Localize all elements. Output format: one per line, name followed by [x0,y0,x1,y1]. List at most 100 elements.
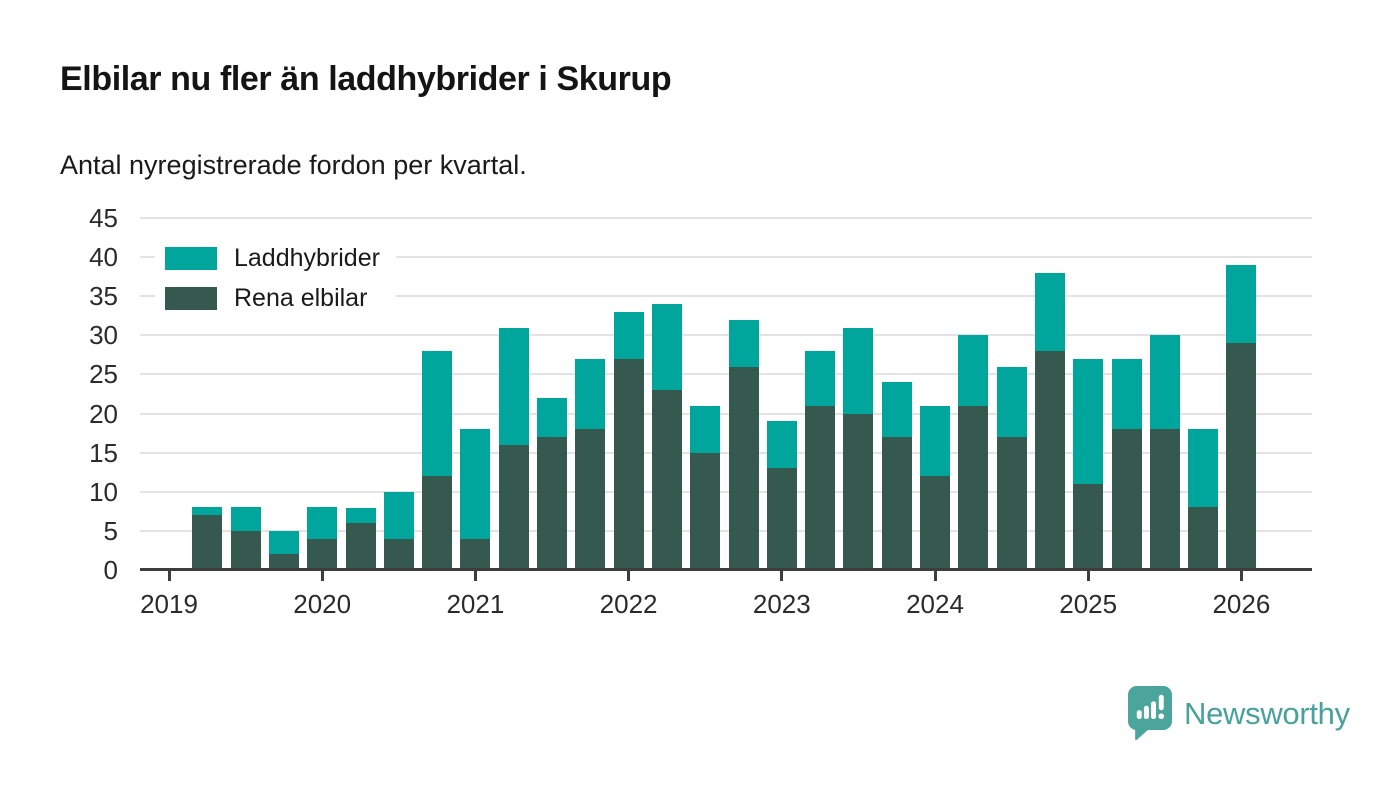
bar-segment-rena-elbilar [920,476,950,570]
bar-2024Q3 [996,366,1027,570]
bar-segment-laddhybrider [996,366,1027,437]
x-tick-mark [1086,570,1090,581]
bar-2019Q2 [192,507,223,570]
bar-2022Q2 [651,304,682,570]
bar-segment-rena-elbilar [345,523,376,570]
bar-segment-rena-elbilar [383,538,414,570]
bar-segment-laddhybrider [498,327,529,445]
legend-label-rena-elbilar: Rena elbilar [234,284,368,312]
bar-2024Q2 [958,335,989,570]
bar-segment-rena-elbilar [1034,351,1065,570]
bar-segment-laddhybrider [345,507,376,524]
bar-segment-rena-elbilar [422,476,453,570]
bar-segment-laddhybrider [958,335,989,406]
bar-segment-laddhybrider [805,350,836,406]
bar-segment-laddhybrider [1188,429,1219,508]
bar-segment-laddhybrider [766,421,797,469]
bar-segment-laddhybrider [920,405,950,477]
gridline [140,373,1312,376]
x-tick-label: 2020 [293,589,352,619]
bar-2024Q4 [1034,272,1065,570]
bar-segment-rena-elbilar [728,366,759,570]
y-tick-label: 10 [89,476,118,507]
bar-segment-rena-elbilar [690,452,721,570]
x-tick-mark [473,570,477,581]
bar-segment-rena-elbilar [460,538,491,570]
bar-segment-laddhybrider [460,429,491,539]
bar-segment-laddhybrider [881,382,912,437]
bar-segment-laddhybrider [1226,265,1257,344]
bar-2025Q3 [1149,335,1180,570]
bar-segment-laddhybrider [422,350,453,477]
bar-segment-laddhybrider [307,507,338,539]
y-tick-label: 20 [89,398,118,429]
chart-title: Elbilar nu fler än laddhybrider i Skurup [60,60,672,98]
bar-segment-laddhybrider [1149,335,1180,430]
x-tick-label: 2019 [140,589,198,619]
bar-segment-rena-elbilar [613,358,644,570]
bar-segment-laddhybrider [383,491,414,539]
bar-segment-rena-elbilar [958,405,989,570]
bar-segment-rena-elbilar [1188,507,1219,570]
x-tick-label: 2023 [752,589,811,619]
chart-subtitle: Antal nyregistrerade fordon per kvartal. [60,150,527,180]
legend-label-laddhybrider: Laddhybrider [234,244,380,272]
y-tick-label: 25 [89,359,118,390]
bar-2023Q4 [881,382,912,570]
bar-segment-rena-elbilar [575,429,606,570]
x-tick-label: 2026 [1212,589,1271,619]
brand-footer: Newsworthy [1128,686,1350,741]
bar-segment-laddhybrider [537,397,567,437]
bar-2022Q3 [690,405,721,570]
bar-2021Q2 [498,327,529,570]
x-tick-label: 2021 [446,589,505,619]
bar-segment-rena-elbilar [268,554,299,570]
bar-2022Q4 [728,319,759,570]
bar-segment-laddhybrider [1034,272,1065,351]
bar-segment-laddhybrider [651,304,682,391]
x-tick-label: 2025 [1059,589,1118,619]
bar-segment-laddhybrider [1111,358,1142,430]
bar-segment-laddhybrider [230,507,261,531]
bar-segment-rena-elbilar [805,405,836,570]
bar-2020Q2 [345,507,376,570]
x-tick-mark [933,570,937,581]
legend-swatch-rena-elbilar [165,287,217,310]
y-tick-label: 35 [89,281,118,312]
bar-segment-rena-elbilar [881,437,912,570]
bar-segment-laddhybrider [192,507,223,516]
gridline [140,256,1312,259]
gridline [140,529,1312,532]
bar-2024Q1 [920,405,950,570]
gridline [140,451,1312,454]
x-tick-mark [627,570,631,581]
bar-2021Q4 [575,358,606,570]
bar-2025Q1 [1073,358,1104,570]
bar-2020Q3 [383,491,414,570]
bar-segment-rena-elbilar [192,515,223,570]
bar-2023Q2 [805,350,836,570]
x-tick-mark [1239,570,1243,581]
legend-swatch-laddhybrider [165,247,217,270]
y-tick-label: 0 [103,555,118,585]
bar-segment-rena-elbilar [307,538,338,570]
gridline [140,295,1312,298]
bar-2026Q1 [1226,265,1257,570]
gridline [140,334,1312,337]
y-tick-label: 45 [89,203,118,233]
bar-segment-rena-elbilar [498,444,529,570]
bar-segment-rena-elbilar [1149,429,1180,570]
bar-2023Q3 [843,327,874,570]
bar-segment-laddhybrider [843,327,874,414]
bar-2022Q1 [613,311,644,570]
bar-2025Q2 [1111,358,1142,570]
bar-segment-rena-elbilar [1111,429,1142,570]
bar-segment-rena-elbilar [537,437,567,570]
bar-2023Q1 [766,421,797,570]
y-tick-label: 5 [103,515,118,546]
newsworthy-logo-icon [1128,686,1172,741]
bar-segment-laddhybrider [613,311,644,359]
x-tick-label: 2022 [599,589,658,619]
bar-2021Q1 [460,429,491,570]
